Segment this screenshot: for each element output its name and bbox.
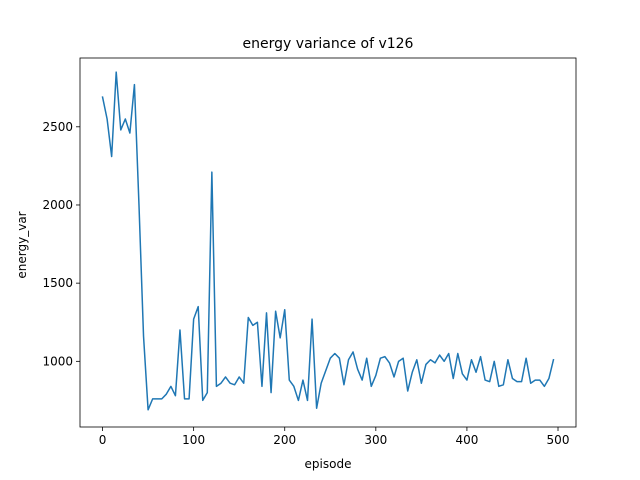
- x-axis-label: episode: [305, 457, 352, 471]
- x-tick-label: 300: [364, 433, 387, 447]
- x-tick-label: 100: [182, 433, 205, 447]
- y-tick-label: 1500: [42, 276, 73, 290]
- y-axis-label: energy_var: [15, 211, 29, 278]
- x-tick-label: 500: [547, 433, 570, 447]
- chart-title: energy variance of v126: [243, 36, 414, 52]
- x-tick-label: 200: [273, 433, 296, 447]
- x-tick-label: 0: [99, 433, 107, 447]
- series-line: [101, 71, 555, 411]
- y-tick-label: 1000: [42, 354, 73, 368]
- plot-area: 0 100 200 300 400 500 1000 1500 2000 2500: [42, 57, 577, 447]
- x-tick-label: 400: [455, 433, 478, 447]
- y-tick-label: 2000: [42, 198, 73, 212]
- plot-frame: [79, 57, 577, 428]
- y-tick-label: 2500: [42, 120, 73, 134]
